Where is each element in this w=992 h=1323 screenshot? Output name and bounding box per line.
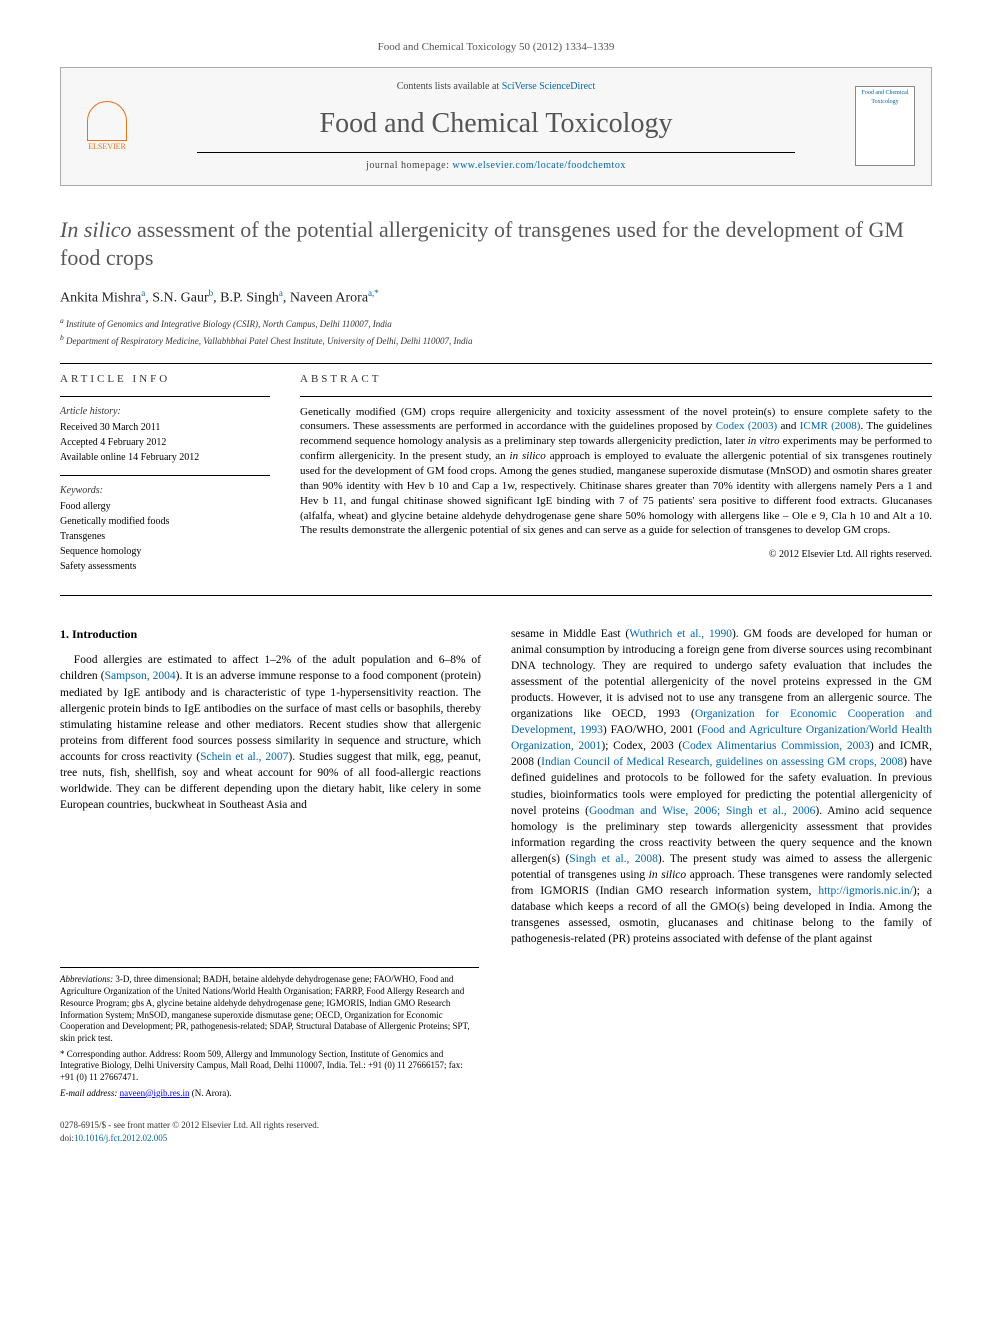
footer-doi: doi:10.1016/j.fct.2012.02.005 [60,1132,319,1145]
homepage-link[interactable]: www.elsevier.com/locate/foodchemtox [452,160,625,171]
publisher-name: ELSEVIER [88,141,126,152]
journal-header-box: ELSEVIER Contents lists available at Sci… [60,67,932,185]
email-link[interactable]: naveen@igib.res.in [120,1088,190,1098]
elsevier-tree-icon [87,101,127,141]
page-footer: 0278-6915/$ - see front matter © 2012 El… [60,1119,932,1144]
journal-reference: Food and Chemical Toxicology 50 (2012) 1… [60,40,932,55]
article-info-column: ARTICLE INFO Article history: Received 3… [60,372,270,574]
igmoris-link[interactable]: http://igmoris.nic.in/ [818,885,913,897]
journal-title: Food and Chemical Toxicology [157,104,835,143]
author-1: S.N. Gaur [152,290,208,305]
body-column-left: 1. Introduction Food allergies are estim… [60,626,481,948]
abbreviations: Abbreviations: 3-D, three dimensional; B… [60,974,479,1044]
body-columns: 1. Introduction Food allergies are estim… [60,626,932,948]
intro-para-right: sesame in Middle East (Wuthrich et al., … [511,626,932,948]
abstract-heading: ABSTRACT [300,372,932,387]
rule-top [60,363,932,364]
doi-link[interactable]: 10.1016/j.fct.2012.02.005 [74,1133,167,1143]
abstract-copyright: © 2012 Elsevier Ltd. All rights reserved… [300,548,932,562]
homepage-line: journal homepage: www.elsevier.com/locat… [157,159,835,173]
footer-left: 0278-6915/$ - see front matter © 2012 El… [60,1119,319,1144]
history-label: Article history: [60,405,270,419]
keyword-1: Genetically modified foods [60,515,270,529]
author-0-aff: a [141,288,145,298]
history-received: Received 30 March 2011 [60,421,270,435]
author-2-aff: a [279,288,283,298]
authors-line: Ankita Mishraa, S.N. Gaurb, B.P. Singha,… [60,287,932,308]
ref-schein-2007[interactable]: Schein et al., 2007 [200,751,288,763]
elsevier-logo: ELSEVIER [77,91,137,161]
ref-wuthrich-1990[interactable]: Wuthrich et al., 1990 [629,628,732,640]
title-rest: assessment of the potential allergenicit… [60,217,904,271]
abbrev-text: 3-D, three dimensional; BADH, betaine al… [60,974,470,1042]
history-online: Available online 14 February 2012 [60,451,270,465]
history-accepted: Accepted 4 February 2012 [60,436,270,450]
sciencedirect-link[interactable]: SciVerse ScienceDirect [502,81,596,92]
rule-bottom [60,595,932,596]
info-heading: ARTICLE INFO [60,372,270,387]
corresponding-author: * Corresponding author. Address: Room 50… [60,1049,479,1084]
affiliation-b: b Department of Respiratory Medicine, Va… [60,333,932,348]
homepage-prefix: journal homepage: [366,160,452,171]
section-1-heading: 1. Introduction [60,626,481,643]
author-3-aff: a,* [368,288,379,298]
intro-para-left: Food allergies are estimated to affect 1… [60,652,481,813]
ref-icmr-gm-2008[interactable]: Indian Council of Medical Research, guid… [541,756,903,768]
info-abstract-row: ARTICLE INFO Article history: Received 3… [60,372,932,574]
ref-codex-commission-2003[interactable]: Codex Alimentarius Commission, 2003 [682,740,870,752]
author-3: Naveen Arora [290,290,368,305]
keyword-3: Sequence homology [60,545,270,559]
author-0: Ankita Mishra [60,290,141,305]
body-column-right: sesame in Middle East (Wuthrich et al., … [511,626,932,948]
abstract-column: ABSTRACT Genetically modified (GM) crops… [300,372,932,574]
article-title: In silico assessment of the potential al… [60,216,932,273]
contents-prefix: Contents lists available at [397,81,502,92]
keyword-0: Food allergy [60,500,270,514]
footer-front-matter: 0278-6915/$ - see front matter © 2012 El… [60,1119,319,1132]
ref-icmr-2008[interactable]: ICMR (2008) [800,420,861,432]
ref-sampson-2004[interactable]: Sampson, 2004 [105,670,176,682]
title-italic-part: In silico [60,217,132,242]
affiliations: a Institute of Genomics and Integrative … [60,316,932,347]
footnotes: Abbreviations: 3-D, three dimensional; B… [60,967,479,1099]
email-line: E-mail address: naveen@igib.res.in (N. A… [60,1088,479,1100]
ref-singh-2008[interactable]: Singh et al., 2008 [569,853,658,865]
keywords-label: Keywords: [60,484,270,498]
ref-codex-2003[interactable]: Codex (2003) [716,420,777,432]
corr-label: * Corresponding author. [60,1049,147,1059]
email-person: (N. Arora). [189,1088,231,1098]
affiliation-a: a Institute of Genomics and Integrative … [60,316,932,331]
email-label: E-mail address: [60,1088,117,1098]
ref-goodman-wise-2006[interactable]: Goodman and Wise, 2006; Singh et al., 20… [589,805,815,817]
keyword-2: Transgenes [60,530,270,544]
journal-cover-thumb: Food and Chemical Toxicology [855,86,915,166]
contents-line: Contents lists available at SciVerse Sci… [157,80,835,94]
abbrev-label: Abbreviations: [60,974,113,984]
author-2: B.P. Singh [220,290,279,305]
keyword-4: Safety assessments [60,560,270,574]
header-center: Contents lists available at SciVerse Sci… [157,80,835,172]
author-1-aff: b [209,288,214,298]
abstract-text: Genetically modified (GM) crops require … [300,405,932,539]
